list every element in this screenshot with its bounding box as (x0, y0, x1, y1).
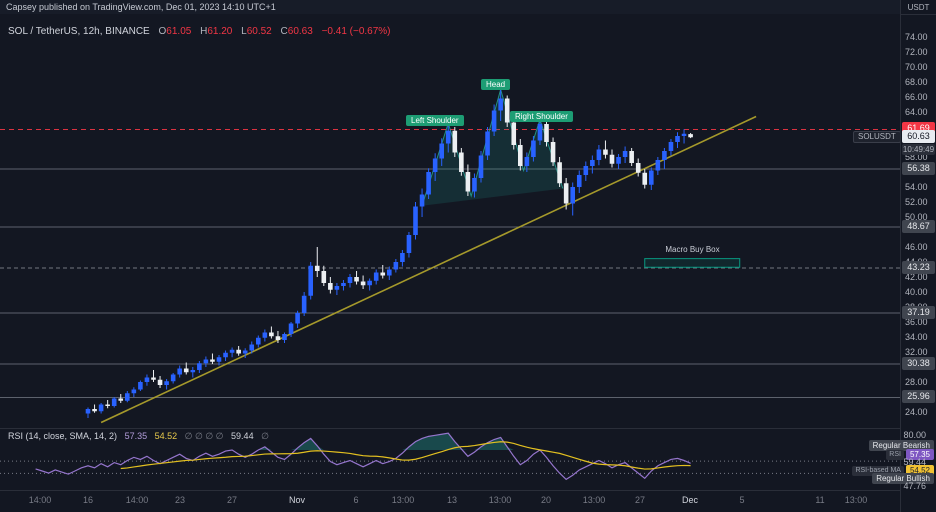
time-tick: 16 (82, 495, 94, 505)
price-scale[interactable]: USDT 74.00 72.00 70.00 68.00 66.00 64.00 58.00… (900, 0, 936, 512)
level-price-badge: 25.96 (902, 390, 935, 404)
publish-text: Capsey published on TradingView.com, Dec… (6, 2, 276, 12)
price-tick: 52.00 (905, 197, 928, 207)
high-value: 61.20 (207, 26, 233, 37)
rsi-ma-line (120, 441, 691, 470)
price-tick: 54.00 (905, 182, 928, 192)
level-price-badge: 56.38 (902, 162, 935, 176)
price-scale-unit[interactable]: USDT (901, 2, 936, 15)
macro-buy-box-label[interactable]: Macro Buy Box (665, 245, 720, 254)
rsi-ma-value: 54.52 (154, 431, 178, 441)
price-tick: 24.00 (905, 407, 928, 417)
time-tick: 13:00 (844, 495, 868, 505)
time-tick: 11 (815, 495, 825, 505)
open-value: 61.05 (166, 26, 192, 37)
candlestick-chart[interactable] (0, 14, 900, 428)
rsi-line (35, 432, 691, 481)
rsi-title[interactable]: RSI (14, close, SMA, 14, 2) (8, 431, 118, 441)
rsi-chart[interactable] (0, 429, 900, 491)
close-value: 60.63 (287, 26, 313, 37)
time-tick: 13:00 (582, 495, 606, 505)
time-tick: 27 (226, 495, 238, 505)
price-tick: 28.00 (905, 377, 928, 387)
rsi-band-value: 59.44 (231, 431, 254, 441)
left-shoulder-label[interactable]: Left Shoulder (406, 115, 464, 126)
price-tick: 68.00 (905, 77, 928, 87)
rsi-empty-value: ∅ (261, 431, 269, 441)
symbol-float-text: SOLUSDT (858, 132, 896, 141)
rsi-empty-values: ∅ ∅ ∅ ∅ (184, 431, 224, 441)
level-price-badge: 30.38 (902, 357, 935, 371)
time-tick: 14:00 (28, 495, 52, 505)
price-tick: 36.00 (905, 317, 928, 327)
price-tick: 46.00 (905, 242, 928, 252)
price-tick: 40.00 (905, 287, 928, 297)
rsi-value: 57.35 (124, 431, 148, 441)
change-value: −0.41 (−0.67%) (321, 26, 391, 37)
level-price-badge: 43.23 (902, 260, 935, 274)
time-tick: Nov (288, 495, 306, 505)
macro-buy-box-rect[interactable] (644, 258, 741, 268)
price-tick: 70.00 (905, 62, 928, 72)
low-value: 60.52 (246, 26, 272, 37)
time-tick: 14:00 (125, 495, 149, 505)
price-tick: 32.00 (905, 347, 928, 357)
last-price-badge: 60.63 (902, 130, 935, 144)
close-label: C (280, 26, 288, 37)
time-axis[interactable]: 14:00 16 14:00 23 27 Nov 6 13:00 13 13:00 20 13:00 2… (0, 490, 900, 512)
symbol-title[interactable]: SOL / TetherUS, 12h, BINANCE (8, 26, 150, 37)
head-label[interactable]: Head (481, 79, 511, 90)
time-tick: 27 (634, 495, 646, 505)
time-tick: 5 (739, 495, 745, 505)
time-tick: 23 (174, 495, 186, 505)
rsi-legend: RSI (14, close, SMA, 14, 2) 57.35 54.52 … (8, 431, 274, 442)
price-tick: 42.00 (905, 272, 928, 282)
time-tick: 6 (353, 495, 359, 505)
right-shoulder-label[interactable]: Right Shoulder (510, 111, 573, 122)
price-tick: 74.00 (905, 32, 928, 42)
price-tick: 50.00 (905, 212, 928, 222)
open-label: O (158, 26, 167, 37)
main-chart-pane[interactable]: SOL / TetherUS, 12h, BINANCE O61.05 H61.… (0, 14, 900, 428)
publish-bar: Capsey published on TradingView.com, Dec… (0, 0, 936, 14)
time-tick: 13 (446, 495, 458, 505)
head-shoulders-fill[interactable] (422, 89, 563, 206)
bar-countdown-badge: 10:49:49 (902, 144, 935, 156)
price-tick: 64.00 (905, 107, 928, 117)
level-price-badge: 48.67 (902, 219, 935, 233)
low-label: L (241, 26, 247, 37)
level-price-badge: 37.19 (902, 306, 935, 320)
price-tick: 34.00 (905, 332, 928, 342)
high-label: H (200, 26, 208, 37)
time-tick: 13:00 (391, 495, 415, 505)
price-tick: 72.00 (905, 47, 928, 57)
time-tick: 20 (540, 495, 552, 505)
rsi-pane[interactable]: RSI (14, close, SMA, 14, 2) 57.35 54.52 … (0, 428, 900, 491)
time-tick: Dec (681, 495, 699, 505)
price-tick: 58.00 (905, 152, 928, 162)
price-tick: 66.00 (905, 92, 928, 102)
symbol-price-float: SOLUSDT (853, 131, 900, 143)
symbol-legend: SOL / TetherUS, 12h, BINANCE O61.05 H61.… (8, 26, 391, 37)
candlestick-series (85, 89, 693, 418)
time-tick: 13:00 (488, 495, 512, 505)
trend-line[interactable] (100, 115, 757, 424)
